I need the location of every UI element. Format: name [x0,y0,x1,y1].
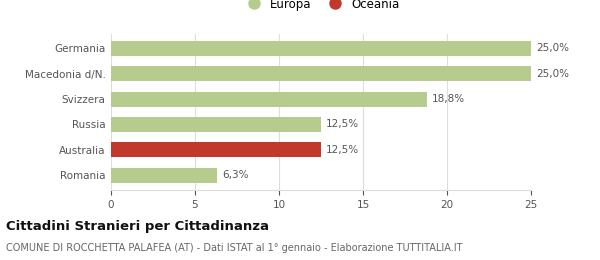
Bar [111,142,321,157]
Text: 25,0%: 25,0% [536,43,569,54]
Text: 12,5%: 12,5% [326,145,359,155]
Text: 25,0%: 25,0% [536,69,569,79]
Bar [111,92,427,107]
Legend: Europa, Oceania: Europa, Oceania [237,0,405,15]
Text: 18,8%: 18,8% [432,94,465,104]
Text: 12,5%: 12,5% [326,119,359,129]
Bar [111,41,531,56]
Text: Cittadini Stranieri per Cittadinanza: Cittadini Stranieri per Cittadinanza [6,220,269,233]
Bar [111,117,321,132]
Text: COMUNE DI ROCCHETTA PALAFEA (AT) - Dati ISTAT al 1° gennaio - Elaborazione TUTTI: COMUNE DI ROCCHETTA PALAFEA (AT) - Dati … [6,243,463,253]
Text: 6,3%: 6,3% [222,170,248,180]
Bar [111,167,217,183]
Bar [111,66,531,81]
